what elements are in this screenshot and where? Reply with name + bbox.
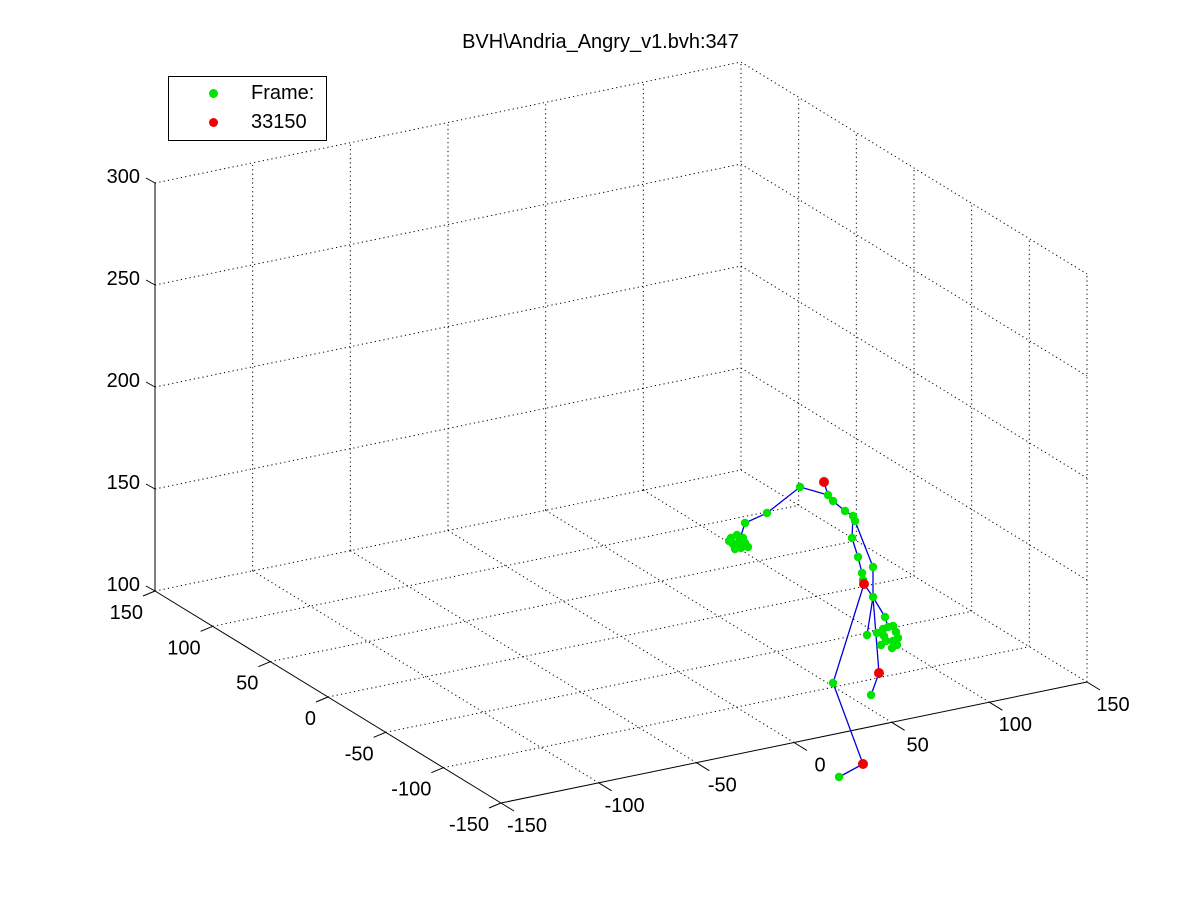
z-tick-label: 100 [107,574,140,596]
joint-marker-green [828,496,838,506]
joint-marker-green [736,543,746,553]
legend-row-frame: Frame: [169,79,326,108]
joint-marker-green [762,508,772,518]
joint-marker-green [724,536,734,546]
z-tick-label: 250 [107,268,140,290]
green-dot-icon [209,89,218,98]
x-tick-label: 100 [167,637,200,659]
z-axis-tick-labels: 100 150 200 250 300 [107,166,140,596]
y-tick-label: 150 [1096,694,1129,716]
joint-marker-green [866,690,876,700]
joint-marker-green [868,562,878,572]
chart-title: BVH\Andria_Angry_v1.bvh:347 [462,31,739,53]
y-axis-tick-labels: -150 -100 -50 0 50 100 150 [507,694,1130,837]
joint-marker-green [828,678,838,688]
y-tick-label: -150 [507,815,547,837]
joint-marker-green [847,533,857,543]
axes [154,183,1088,804]
joint-marker-green [876,640,886,650]
y-tick-label: -50 [708,775,737,797]
x-tick-label: 0 [305,708,316,730]
joint-marker-green [857,568,867,578]
skeleton-bones [738,481,889,778]
joint-marker-green [892,640,902,650]
tick-marks [142,177,1101,812]
joint-marker-green [872,628,882,638]
red-dot-icon [209,118,218,127]
legend-row-frame-number: 33150 [169,108,326,137]
x-tick-label: 150 [110,602,143,624]
legend-label-frame-number: 33150 [251,111,307,133]
joint-marker-green [740,518,750,528]
joint-marker-green [880,612,890,622]
z-tick-label: 150 [107,472,140,494]
legend: Frame: 33150 [168,76,327,141]
x-tick-label: -50 [345,743,374,765]
joint-marker-green [743,542,753,552]
x-tick-label: -150 [449,814,489,836]
joint-marker-red [819,477,829,487]
joint-marker-red [858,759,868,769]
x-tick-label: -100 [391,779,431,801]
skeleton-joints [724,477,903,782]
joint-marker-green [853,552,863,562]
joint-marker-green [879,631,889,641]
joint-marker-green [823,490,833,500]
legend-label-frame: Frame: [251,82,315,104]
joint-marker-green [840,506,850,516]
z-tick-label: 300 [107,166,140,188]
joint-marker-red [859,579,869,589]
y-tick-label: 50 [907,734,929,756]
y-tick-label: 0 [814,755,825,777]
joint-marker-green [862,630,872,640]
joint-marker-green [795,482,805,492]
grid-lines [154,61,1088,784]
y-tick-label: 100 [999,714,1032,736]
joint-marker-green [850,516,860,526]
y-tick-label: -100 [605,795,645,817]
z-tick-label: 200 [107,370,140,392]
x-axis-tick-labels: 150 100 50 0 -50 -100 -150 [110,602,489,836]
joint-marker-red [874,668,884,678]
x-tick-label: 50 [236,673,258,695]
joint-marker-green [834,772,844,782]
joint-marker-green [868,592,878,602]
